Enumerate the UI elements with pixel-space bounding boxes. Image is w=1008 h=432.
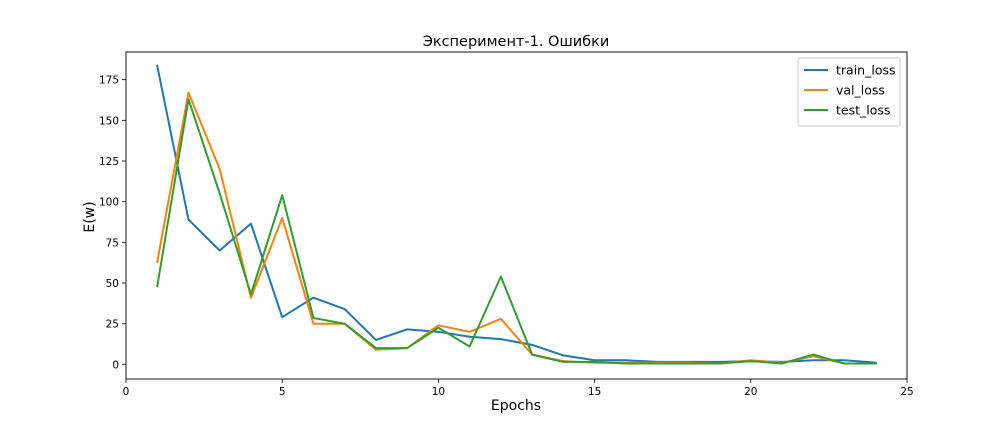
x-tick-label: 5 (279, 386, 286, 398)
y-tick-label: 75 (106, 237, 119, 249)
x-axis-label: Epochs (491, 398, 541, 414)
legend-label: train_loss (836, 63, 896, 78)
series-line-test-loss (156, 98, 877, 365)
y-tick-label: 50 (106, 278, 119, 290)
legend: train_loss val_loss test_loss (797, 57, 901, 127)
legend-label: test_loss (836, 103, 890, 118)
x-tick-label: 25 (900, 386, 913, 398)
axis-ticks: 0 5 10 15 20 25 0 25 50 75 100 125 150 175 (99, 75, 914, 398)
series-line-val-loss (156, 91, 877, 365)
series-lines (156, 64, 877, 365)
x-tick-label: 15 (588, 386, 601, 398)
x-tick-label: 20 (744, 386, 757, 398)
plot-frame (125, 51, 908, 380)
y-tick-label: 125 (99, 156, 119, 168)
y-axis-label: E(w) (82, 201, 98, 232)
x-tick-label: 0 (123, 386, 130, 398)
y-tick-label: 25 (106, 319, 119, 331)
y-tick-label: 175 (99, 75, 119, 87)
y-tick-label: 0 (112, 359, 119, 371)
y-tick-label: 100 (99, 197, 119, 209)
legend-label: val_loss (836, 83, 885, 98)
chart-title: Эксперимент-1. Ошибки (423, 34, 610, 50)
x-tick-label: 10 (432, 386, 445, 398)
y-tick-label: 150 (99, 115, 119, 127)
